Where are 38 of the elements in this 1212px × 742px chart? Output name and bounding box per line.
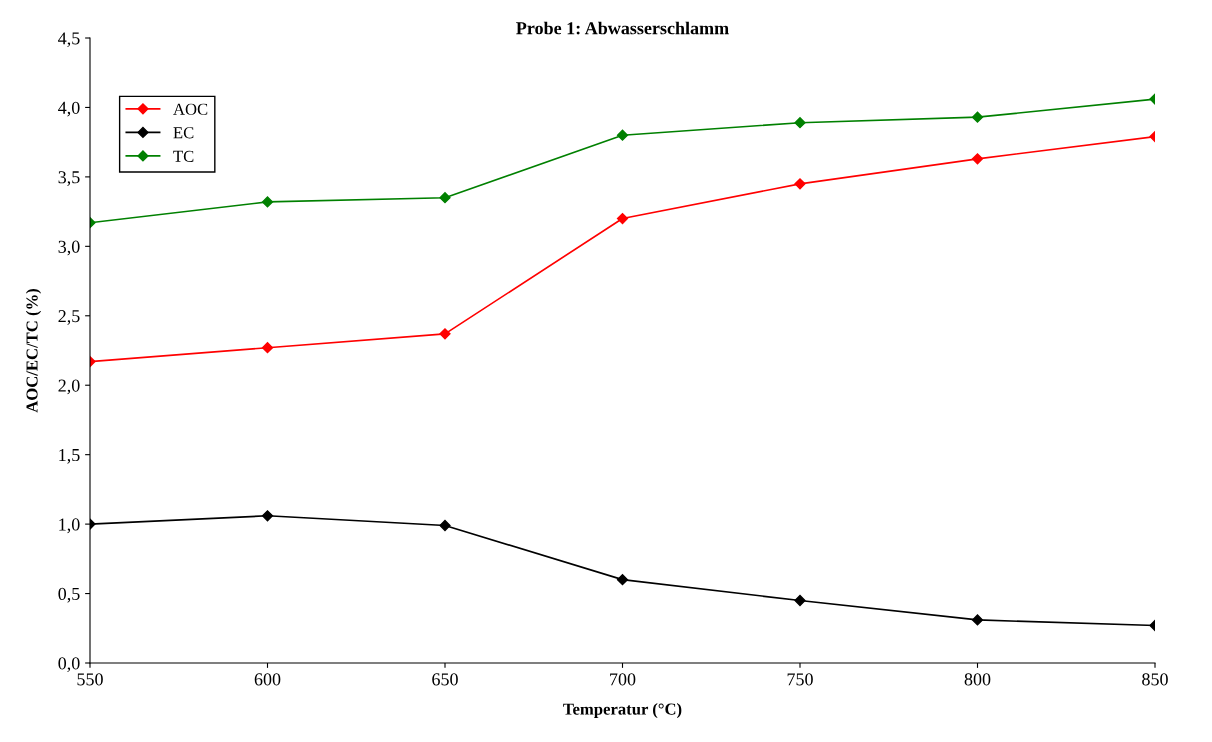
legend-label: AOC xyxy=(173,103,208,115)
point xyxy=(616,212,629,225)
point xyxy=(794,117,806,129)
x-tick-label: 600 xyxy=(254,673,281,686)
chart-title: Probe 1: Abwasserschlamm xyxy=(516,21,729,35)
y-tick-label: 3,0 xyxy=(58,240,80,256)
point xyxy=(971,153,984,165)
point xyxy=(261,196,274,208)
point xyxy=(794,178,806,190)
x-tick-label: 550 xyxy=(77,673,103,686)
y-tick-label: 2,0 xyxy=(58,379,80,395)
x-tick-label: 800 xyxy=(964,673,991,686)
point xyxy=(439,192,451,204)
y-tick-label: 4,0 xyxy=(58,101,80,117)
x-axis-title: Temperatur (°C) xyxy=(563,702,682,719)
x-tick-label: 700 xyxy=(610,673,636,686)
point xyxy=(616,129,629,141)
point xyxy=(616,574,629,586)
x-tick-label: 750 xyxy=(787,673,813,686)
point xyxy=(439,328,451,340)
point xyxy=(971,614,984,626)
y-tick-label: 1,0 xyxy=(59,518,80,534)
point xyxy=(261,510,274,522)
y-axis-title: AOC/EC/TC (%) xyxy=(25,288,42,413)
y-tick-label: 0,5 xyxy=(58,587,80,603)
y-tick-label: 3,5 xyxy=(58,171,80,186)
x-tick-label: 850 xyxy=(1142,673,1168,686)
y-tick-label: 2,5 xyxy=(58,310,80,325)
point xyxy=(794,594,806,607)
y-tick-label: 1,5 xyxy=(59,449,80,464)
y-tick-label: 4,5 xyxy=(58,32,80,48)
point xyxy=(261,342,274,354)
point xyxy=(439,519,451,532)
legend-label: EC xyxy=(173,127,194,139)
point xyxy=(971,111,984,123)
y-tick-label: 0,0 xyxy=(58,657,80,673)
x-tick-label: 650 xyxy=(432,673,458,686)
legend-label: TC xyxy=(173,150,194,162)
